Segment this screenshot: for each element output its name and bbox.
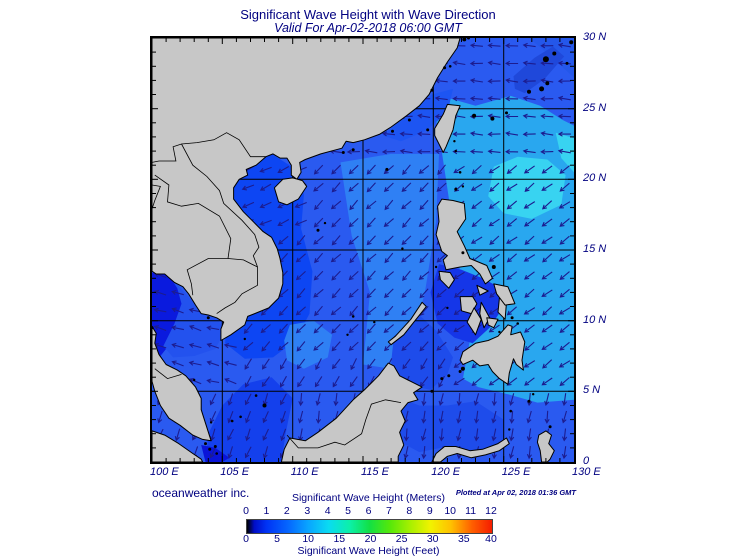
lat-axis-label: 10 N xyxy=(583,313,607,326)
legend-meters-tick: 2 xyxy=(283,505,290,517)
legend-meters-tick: 12 xyxy=(485,505,497,517)
legend-meters-tick: 11 xyxy=(465,505,477,517)
credit-text: oceanweather inc. xyxy=(152,486,250,500)
legend-feet-tick: 5 xyxy=(274,533,281,545)
valid-time-subtitle: Valid For Apr-02-2018 06:00 GMT xyxy=(274,21,462,35)
legend-feet-tick: 10 xyxy=(302,533,315,545)
legend-meters-tick: 9 xyxy=(426,505,433,517)
lat-axis-label: 15 N xyxy=(583,243,607,255)
legend-meters-tick: 3 xyxy=(304,505,311,517)
lon-axis-label: 115 E xyxy=(361,466,389,478)
legend-meters-tick: 1 xyxy=(263,505,270,517)
legend-meters-tick: 6 xyxy=(365,505,372,517)
legend-feet-tick: 40 xyxy=(485,533,497,545)
legend-meters-tick: 5 xyxy=(345,505,352,517)
longitude-axis: 100 E 105 E 110 E 115 E 120 E 125 E 130 E xyxy=(150,466,632,482)
legend-meters-ticks: 0 1 2 3 4 5 6 7 8 9 10 11 12 xyxy=(243,505,497,517)
lat-axis-label: 20 N xyxy=(583,172,607,185)
lat-axis-label: 25 N xyxy=(583,101,607,114)
lon-axis-label: 110 E xyxy=(290,466,319,478)
page-title: Significant Wave Height with Wave Direct… xyxy=(240,7,496,22)
legend-feet-ticks: 0 5 10 15 20 25 30 35 40 xyxy=(243,533,497,545)
legend-feet-tick: 30 xyxy=(426,533,439,545)
legend-title-meters: Significant Wave Height (Meters) xyxy=(291,492,446,504)
legend-meters-tick: 4 xyxy=(324,505,331,517)
plotted-timestamp: Plotted at Apr 02, 2018 01:36 GMT xyxy=(455,488,576,497)
legend-feet-tick: 20 xyxy=(364,533,377,545)
legend-feet-tick: 15 xyxy=(333,533,346,545)
legend-meters-tick: 0 xyxy=(243,505,249,517)
legend-title-feet: Significant Wave Height (Feet) xyxy=(297,545,440,557)
lat-axis-label: 30 N xyxy=(583,31,607,43)
lat-axis-label: 0 xyxy=(583,455,590,467)
legend-meters-tick: 8 xyxy=(406,505,413,517)
lat-axis-label: 5 N xyxy=(583,384,601,397)
latitude-axis: 30 N 25 N 20 N 15 N 10 N 5 N 0 xyxy=(583,31,643,467)
lon-axis-label: 100 E xyxy=(150,466,179,478)
legend-feet-tick: 35 xyxy=(457,533,470,545)
legend-colorbar xyxy=(246,519,493,534)
map-svg xyxy=(152,38,574,462)
legend-meters-tick: 7 xyxy=(385,505,392,517)
legend-feet-tick: 25 xyxy=(395,533,408,545)
lon-axis-label: 130 E xyxy=(572,466,601,478)
map-canvas xyxy=(150,36,576,464)
legend-meters-tick: 10 xyxy=(444,505,457,517)
lon-axis-label: 120 E xyxy=(431,466,461,478)
lon-axis-label: 125 E xyxy=(501,466,531,478)
legend-feet-tick: 0 xyxy=(243,533,249,545)
lon-axis-label: 105 E xyxy=(220,466,250,478)
